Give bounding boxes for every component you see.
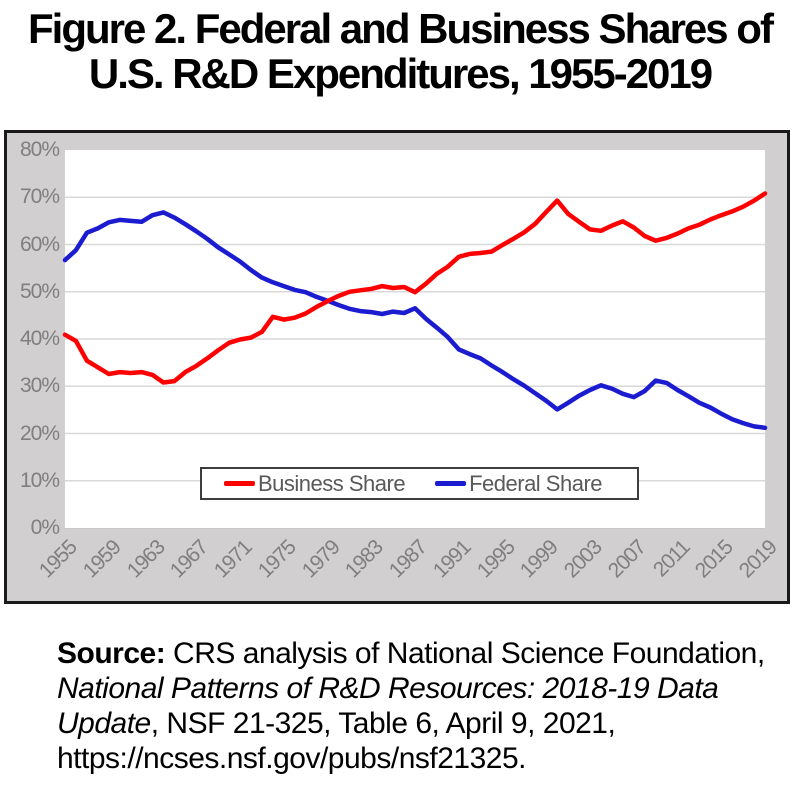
source-text: , NSF 21-325, Table 6, April 9, 2021, ht… [57,707,616,775]
x-axis-label-2003: 2003 [559,536,607,583]
figure-title-line2: U.S. R&D Expenditures, 1955-2019 [88,50,713,97]
x-axis-label-2011: 2011 [648,536,694,582]
x-axis-label-1995: 1995 [472,536,519,583]
y-axis-label-70: 70% [19,185,60,209]
x-axis-label-1967: 1967 [166,536,213,583]
x-axis-label-1983: 1983 [341,536,388,583]
x-axis-label-1959: 1959 [78,536,126,583]
x-axis-label-1971: 1971 [209,536,257,583]
x-axis-label-2015: 2015 [691,536,738,583]
legend-swatch [435,481,467,486]
figure-title-line1: Figure 2. Federal and Business Shares of [28,5,774,52]
legend-item-federal-share: Federal Share [435,470,603,497]
plot-svg [62,191,768,482]
business-share-line [62,191,768,385]
x-axis-label-1991: 1991 [428,536,476,583]
y-axis-label-30: 30% [19,374,60,398]
x-axis-label-1987: 1987 [384,536,432,583]
y-axis-label-40: 40% [19,327,60,350]
legend-label: Federal Share [469,470,603,496]
x-axis-label-2007: 2007 [603,536,651,583]
y-axis-label-80: 80% [19,138,60,161]
legend-swatch [224,481,255,486]
y-axis-label-0: 0% [30,516,60,539]
chart-panel: 0% 10% 20% 30% 40% 50% 60% 70% 80% 1955 1959 1963 1… [4,130,790,604]
x-axis-label-1975: 1975 [253,536,301,583]
x-axis-label-1963: 1963 [122,536,169,583]
legend-item-business-share: Business Share [224,470,406,497]
figure-title: Figure 2. Federal and Business Shares of… [0,6,800,96]
federal-share-line [62,210,768,431]
y-axis-label-20: 20% [19,421,60,445]
y-axis-label-10: 10% [19,468,60,492]
y-axis-label-60: 60% [19,232,60,256]
x-axis-label-2019: 2019 [734,536,782,583]
y-axis-label-50: 50% [19,279,60,303]
plot-area [62,150,768,529]
source-publication-title: National Patterns of R&D Resources: 2018… [57,672,719,740]
legend-label: Business Share [258,470,406,496]
source-label: Source: [57,637,166,670]
x-axis-label-1979: 1979 [297,536,344,583]
source-text: CRS analysis of National Science Foundat… [165,637,765,670]
x-axis-label-1999: 1999 [516,536,563,583]
legend: Business Share Federal Share [200,467,639,500]
x-axis-label-1955: 1955 [34,536,82,583]
source-note: Source: CRS analysis of National Science… [57,636,799,776]
